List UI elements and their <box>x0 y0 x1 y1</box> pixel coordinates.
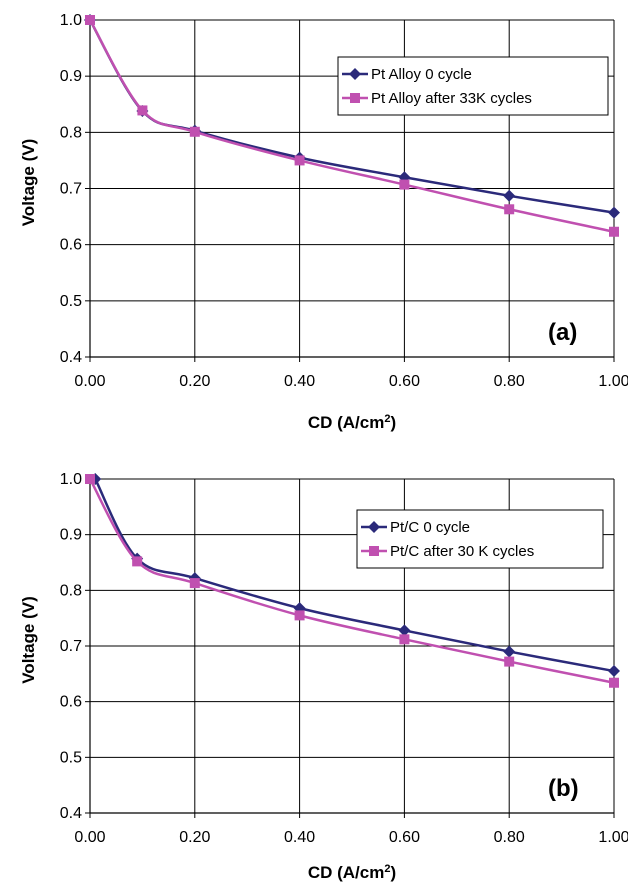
legend-label: Pt Alloy after 33K cycles <box>371 90 532 107</box>
data-point-1 <box>137 105 148 116</box>
legend-swatch-marker <box>350 93 360 103</box>
data-point-1 <box>132 556 143 567</box>
x-tick-label: 0.80 <box>494 373 525 390</box>
data-point-0 <box>503 189 516 202</box>
x-tick-label: 0.60 <box>389 373 420 390</box>
x-axis-title: CD (A/cm2) <box>308 863 396 882</box>
data-point-1 <box>189 126 200 137</box>
series-line-0 <box>94 478 615 673</box>
y-tick-label: 0.9 <box>60 527 82 544</box>
x-axis-title-end: ) <box>390 863 396 882</box>
y-tick-label: 1.0 <box>60 471 82 488</box>
panel-label: (b) <box>548 775 579 802</box>
panel-label: (a) <box>548 319 577 346</box>
data-point-1 <box>85 474 95 484</box>
x-axis-title: CD (A/cm2) <box>308 413 396 432</box>
y-tick-label: 0.7 <box>60 181 82 198</box>
legend-label: Pt/C 0 cycle <box>390 519 470 536</box>
data-point-1 <box>189 578 200 589</box>
legend-box <box>337 56 609 116</box>
data-point-1 <box>504 204 515 215</box>
data-point-0 <box>608 206 620 219</box>
y-axis-title: Voltage (V) <box>19 596 38 684</box>
y-tick-label: 0.5 <box>60 749 82 766</box>
x-tick-label: 1.00 <box>598 829 628 846</box>
x-axis-title-end: ) <box>390 413 396 432</box>
y-tick-label: 1.0 <box>60 12 82 29</box>
legend-swatch-marker <box>369 546 379 556</box>
x-axis-title-main: CD (A/cm <box>308 863 385 882</box>
x-tick-label: 0.80 <box>494 829 525 846</box>
y-tick-label: 0.8 <box>60 124 82 141</box>
y-tick-label: 0.7 <box>60 638 82 655</box>
legend-label: Pt/C after 30 K cycles <box>390 543 534 560</box>
y-tick-label: 0.6 <box>60 694 82 711</box>
y-tick-label: 0.8 <box>60 582 82 599</box>
y-tick-label: 0.4 <box>60 349 82 366</box>
series-line-0 <box>88 19 615 214</box>
x-axis-title-main: CD (A/cm <box>308 413 385 432</box>
legend-swatch-marker <box>349 68 361 80</box>
x-tick-label: 1.00 <box>598 373 628 390</box>
x-tick-label: 0.40 <box>284 373 315 390</box>
chart-panel-b: 0.00 0.20 0.40 0.60 0.80 1.00 0.4 0.5 0.6 0.7 0.8 0… <box>19 471 628 882</box>
legend-label: Pt Alloy 0 cycle <box>371 66 472 83</box>
x-tick-label: 0.20 <box>179 373 210 390</box>
legend: Pt/C 0 cycle Pt/C after 30 K cycles <box>356 509 604 569</box>
legend-box <box>356 509 604 569</box>
data-point-1 <box>399 179 410 190</box>
data-point-1 <box>609 677 619 688</box>
y-tick-label: 0.9 <box>60 68 82 85</box>
x-tick-label: 0.60 <box>389 829 420 846</box>
data-point-1 <box>294 610 305 621</box>
x-axis-title-superscript: 2 <box>384 413 390 425</box>
legend-swatch-marker <box>368 521 380 533</box>
x-tick-label: 0.00 <box>74 373 105 390</box>
data-point-0 <box>398 624 411 637</box>
legend: Pt Alloy 0 cycle Pt Alloy after 33K cycle… <box>337 56 609 116</box>
data-point-1 <box>294 155 305 166</box>
x-axis-title-superscript: 2 <box>384 863 390 875</box>
y-axis-title: Voltage (V) <box>19 139 38 227</box>
x-tick-label: 0.00 <box>74 829 105 846</box>
x-tick-label: 0.20 <box>179 829 210 846</box>
y-tick-label: 0.6 <box>60 237 82 254</box>
chart-panel-a: 0.00 0.20 0.40 0.60 0.80 1.00 0.4 0.5 0.6 0.7 0.8 0… <box>19 12 628 432</box>
y-tick-label: 0.4 <box>60 805 82 822</box>
data-point-1 <box>609 226 619 237</box>
data-point-1 <box>504 656 515 667</box>
data-point-0 <box>503 645 516 658</box>
y-tick-label: 0.5 <box>60 293 82 310</box>
data-point-1 <box>85 15 95 25</box>
data-point-0 <box>608 665 620 678</box>
x-tick-label: 0.40 <box>284 829 315 846</box>
data-point-1 <box>399 634 410 645</box>
